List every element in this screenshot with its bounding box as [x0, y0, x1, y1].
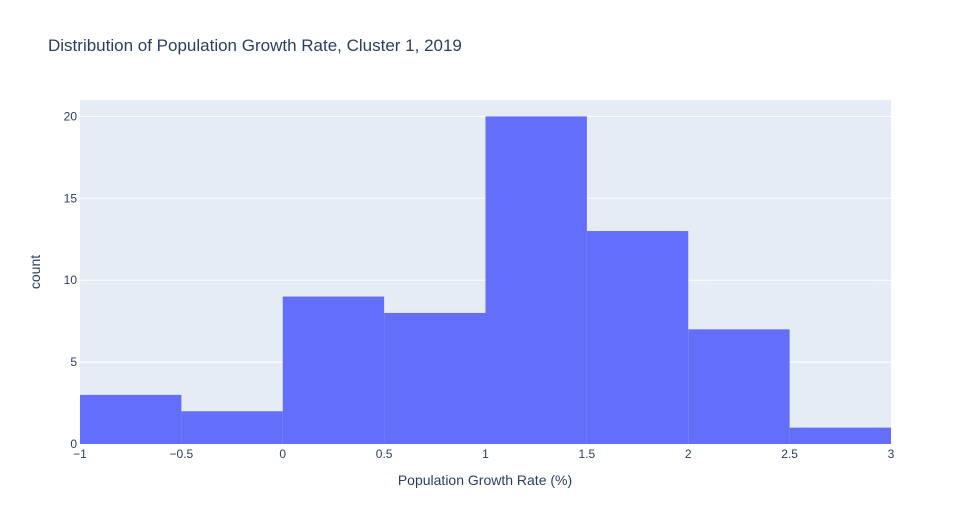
y-axis-ticks: 0 5 10 15 20 — [64, 109, 78, 451]
x-tick-label: −1 — [73, 447, 87, 461]
y-tick-label: 10 — [64, 273, 78, 287]
x-axis-label: Population Growth Rate (%) — [398, 472, 572, 488]
x-tick-label: 2 — [685, 447, 692, 461]
histogram-bar — [688, 329, 790, 444]
y-tick-label: 0 — [70, 437, 77, 451]
histogram-bar — [384, 312, 486, 444]
histogram-bar — [586, 231, 689, 444]
x-tick-label: 0 — [279, 447, 286, 461]
chart-title: Distribution of Population Growth Rate, … — [48, 36, 462, 55]
y-tick-label: 5 — [70, 355, 77, 369]
histogram-bar — [181, 411, 283, 444]
x-tick-label: 1.5 — [579, 447, 596, 461]
y-tick-label: 20 — [64, 109, 78, 123]
x-tick-label: 0.5 — [376, 447, 393, 461]
x-axis-ticks: −1 −0.5 0 0.5 1 1.5 2 2.5 3 — [73, 447, 895, 461]
histogram-bar — [789, 427, 891, 444]
y-axis-label: count — [27, 255, 43, 289]
x-tick-label: 3 — [888, 447, 895, 461]
histogram-bar — [282, 296, 385, 444]
y-tick-label: 15 — [64, 191, 78, 205]
histogram-bar — [80, 394, 182, 444]
x-tick-label: 2.5 — [781, 447, 798, 461]
bars — [80, 116, 891, 444]
histogram-bar — [485, 116, 587, 444]
x-tick-label: −0.5 — [170, 447, 194, 461]
x-tick-label: 1 — [482, 447, 489, 461]
